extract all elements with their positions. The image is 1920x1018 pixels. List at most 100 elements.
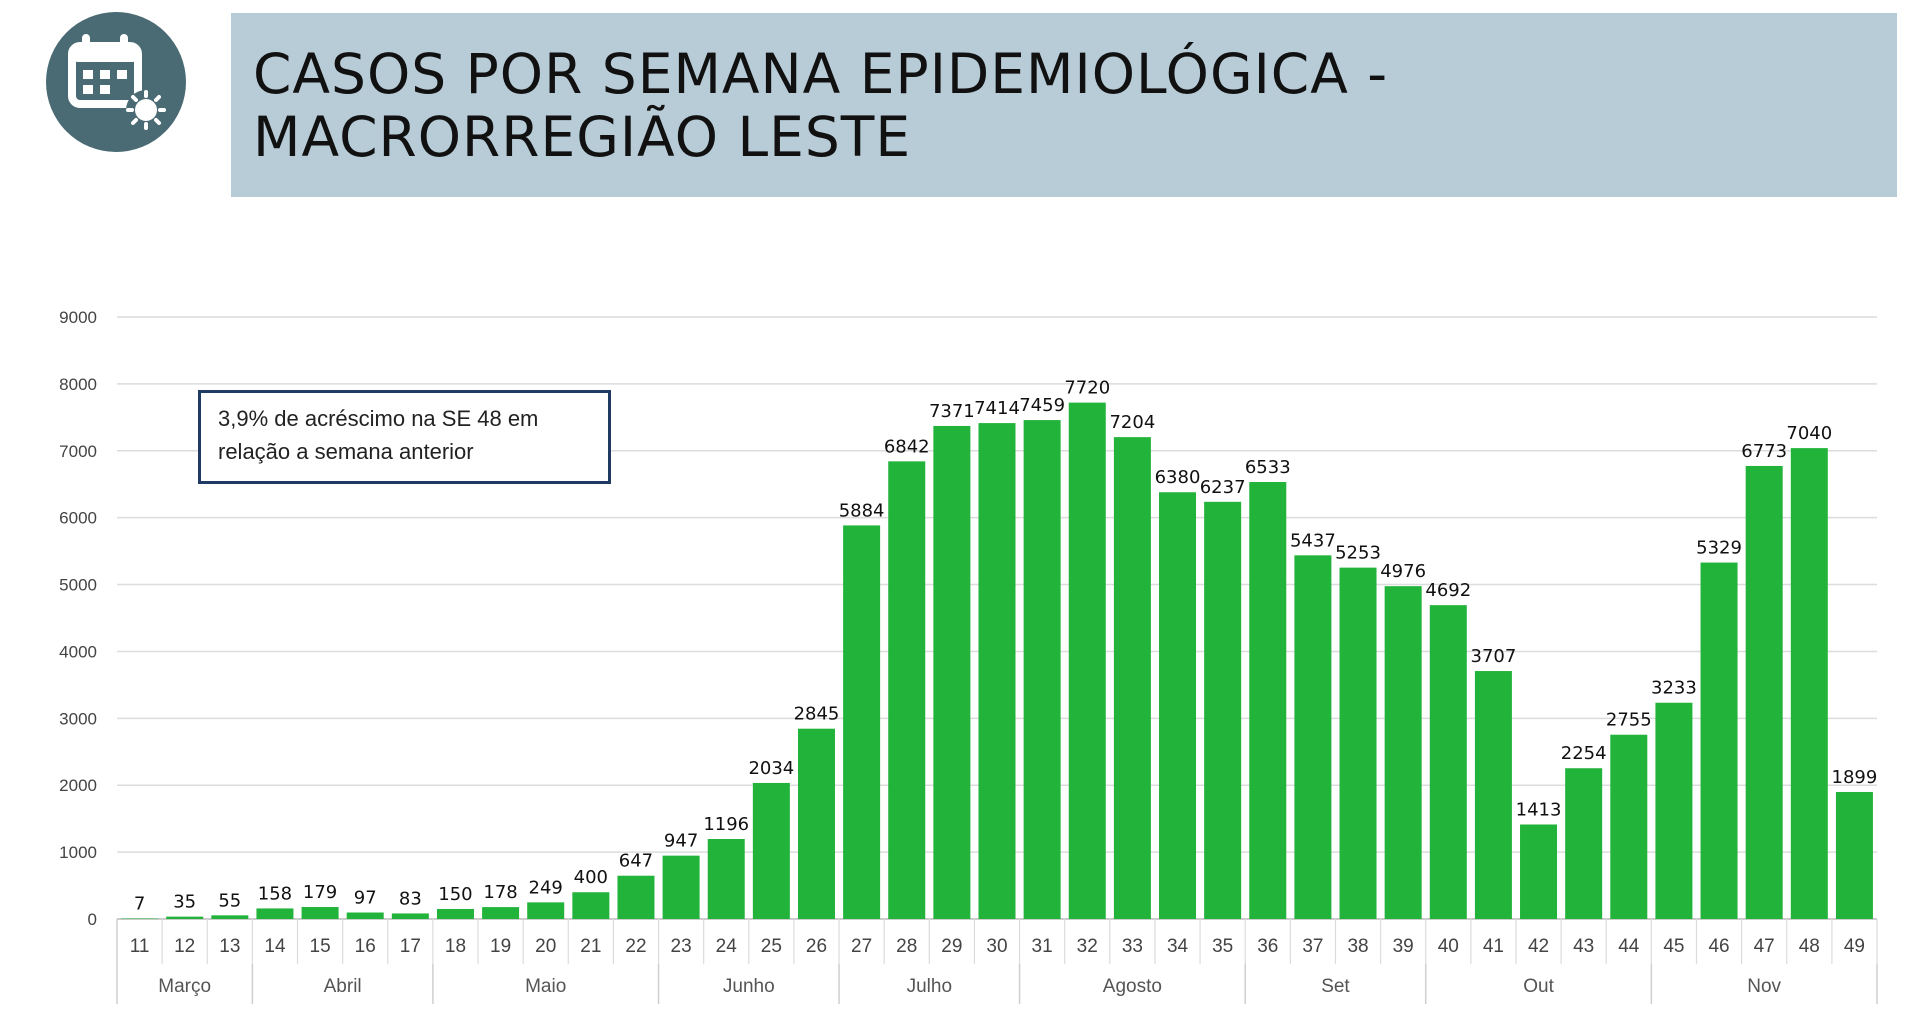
data-label: 6773 xyxy=(1741,441,1787,462)
data-label: 7204 xyxy=(1109,412,1155,433)
data-label: 7 xyxy=(134,894,145,915)
bar xyxy=(1339,567,1377,919)
data-label: 3233 xyxy=(1651,678,1697,699)
month-label: Set xyxy=(1321,976,1350,997)
data-label: 3707 xyxy=(1471,646,1517,667)
page-title-line2: MACRORREGIÃO LESTE xyxy=(253,105,912,169)
data-label: 2845 xyxy=(794,704,840,725)
x-tick-label: 39 xyxy=(1393,936,1414,957)
bar xyxy=(1068,402,1106,919)
bar xyxy=(391,913,429,919)
y-tick-label: 5000 xyxy=(59,576,97,595)
bar xyxy=(301,907,339,919)
bar xyxy=(1294,555,1332,919)
annotation-line1: 3,9% de acréscimo na SE 48 em xyxy=(218,406,539,431)
data-label: 5437 xyxy=(1290,530,1336,551)
month-label: Julho xyxy=(907,976,952,997)
y-tick-label: 6000 xyxy=(59,509,97,528)
bar xyxy=(1520,824,1558,919)
bar xyxy=(978,423,1016,919)
x-tick-label: 40 xyxy=(1438,936,1459,957)
data-label: 249 xyxy=(529,877,563,898)
bar xyxy=(1249,482,1287,919)
x-tick-label: 43 xyxy=(1573,936,1594,957)
x-tick-label: 33 xyxy=(1122,936,1143,957)
data-label: 179 xyxy=(303,882,337,903)
data-label: 83 xyxy=(399,888,422,909)
data-label: 2254 xyxy=(1561,743,1607,764)
x-tick-label: 24 xyxy=(716,936,738,957)
bar xyxy=(1700,562,1738,919)
calendar-virus-icon xyxy=(46,12,186,152)
data-label: 6380 xyxy=(1155,467,1201,488)
x-tick-label: 32 xyxy=(1077,936,1098,957)
data-label: 7371 xyxy=(929,401,975,422)
y-tick-label: 1000 xyxy=(59,843,97,862)
month-label: Abril xyxy=(324,976,362,997)
y-tick-label: 2000 xyxy=(59,776,97,795)
month-label: Nov xyxy=(1747,976,1781,997)
bar xyxy=(211,915,249,919)
data-label: 6237 xyxy=(1200,477,1246,498)
x-tick-label: 30 xyxy=(986,936,1007,957)
data-label: 150 xyxy=(438,884,472,905)
bar xyxy=(1745,465,1783,919)
month-label: Maio xyxy=(525,976,566,997)
x-tick-label: 31 xyxy=(1032,936,1053,957)
month-label: Março xyxy=(158,976,211,997)
increase-annotation-box: 3,9% de acréscimo na SE 48 em relação a … xyxy=(198,390,611,484)
month-label: Agosto xyxy=(1103,976,1162,997)
x-tick-label: 20 xyxy=(535,936,556,957)
x-tick-label: 48 xyxy=(1799,936,1820,957)
data-label: 4976 xyxy=(1380,561,1426,582)
x-tick-label: 45 xyxy=(1663,936,1684,957)
y-tick-label: 3000 xyxy=(59,709,97,728)
bar xyxy=(1655,702,1693,919)
x-tick-label: 16 xyxy=(355,936,376,957)
x-tick-label: 44 xyxy=(1618,936,1640,957)
x-tick-label: 23 xyxy=(671,936,692,957)
y-tick-label: 0 xyxy=(88,910,97,929)
bar xyxy=(482,907,520,919)
bar xyxy=(256,908,294,919)
data-label: 178 xyxy=(483,882,517,903)
data-label: 7414 xyxy=(974,398,1020,419)
bar xyxy=(1204,501,1242,919)
data-label: 1413 xyxy=(1516,799,1562,820)
y-tick-label: 8000 xyxy=(59,375,97,394)
data-label: 1196 xyxy=(703,814,749,835)
y-tick-label: 9000 xyxy=(59,308,97,327)
x-tick-label: 38 xyxy=(1347,936,1368,957)
bar xyxy=(572,892,610,919)
bar xyxy=(843,525,881,919)
x-tick-label: 18 xyxy=(445,936,466,957)
page-title-line1: CASOS POR SEMANA EPIDEMIOLÓGICA - xyxy=(253,42,1389,106)
x-tick-label: 29 xyxy=(941,936,962,957)
bar xyxy=(121,918,159,920)
bar xyxy=(797,728,835,919)
x-tick-label: 17 xyxy=(400,936,421,957)
x-tick-label: 14 xyxy=(264,936,286,957)
bar xyxy=(1023,420,1061,919)
bar xyxy=(1384,586,1422,919)
x-tick-label: 28 xyxy=(896,936,917,957)
month-label: Out xyxy=(1523,976,1554,997)
bar xyxy=(166,916,204,919)
bar xyxy=(752,782,790,919)
bar xyxy=(1565,768,1603,919)
bar xyxy=(617,875,655,919)
bar xyxy=(888,461,926,919)
x-tick-label: 11 xyxy=(130,936,150,957)
data-label: 35 xyxy=(173,892,196,913)
bar xyxy=(346,912,384,919)
data-label: 5253 xyxy=(1335,543,1381,564)
data-label: 5884 xyxy=(839,500,885,521)
x-tick-label: 25 xyxy=(761,936,782,957)
bar xyxy=(933,425,971,919)
x-tick-label: 35 xyxy=(1212,936,1233,957)
x-tick-label: 22 xyxy=(625,936,646,957)
x-tick-label: 27 xyxy=(851,936,872,957)
x-tick-label: 34 xyxy=(1167,936,1189,957)
data-label: 55 xyxy=(218,890,241,911)
x-tick-label: 37 xyxy=(1302,936,1323,957)
